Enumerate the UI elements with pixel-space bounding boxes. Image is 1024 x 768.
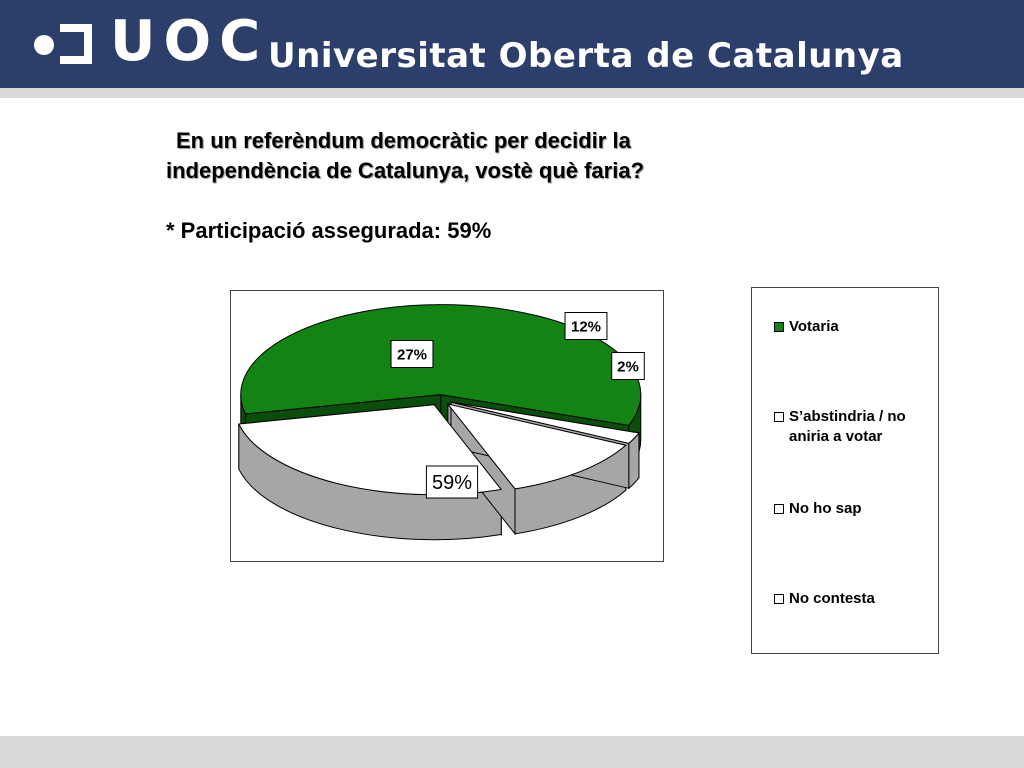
logo-text: UOC [110, 9, 269, 74]
question-line-2: independència de Catalunya, vostè què fa… [166, 158, 645, 183]
data-label-votaria: 59% [432, 472, 472, 494]
legend-label: S’abstindria / no aniria a votar [789, 408, 906, 445]
legend-item-votaria: Votaria [774, 317, 924, 337]
legend-label: No ho sap [789, 500, 862, 517]
header-stripe [0, 88, 1024, 98]
legend-label: Votaria [789, 318, 839, 335]
legend-swatch-abstindria [774, 412, 784, 422]
legend-item-abstindria: S’abstindria / no aniria a votar [774, 407, 924, 447]
data-label-no-contesta: 2% [617, 358, 639, 375]
footer-bar [0, 736, 1024, 768]
legend-swatch-votaria [774, 322, 784, 332]
pie-slice-no-ho-sap [446, 403, 627, 490]
pie-chart: 59% 27% 12% 2% [238, 304, 645, 541]
pie-slice-no-contesta [450, 401, 640, 444]
participation-note: * Participació assegurada: 59% [166, 218, 492, 243]
chart-legend: Votaria S’abstindria / no aniria a votar… [751, 287, 939, 654]
data-label-box-no-ho-sap [564, 312, 608, 340]
header-bar: UOC Universitat Oberta de Catalunya [0, 0, 1024, 88]
legend-swatch-no-contesta [774, 594, 784, 604]
legend-label: No contesta [789, 590, 875, 607]
data-label-box-abstindria [390, 340, 434, 368]
institution-name: Universitat Oberta de Catalunya [268, 36, 904, 76]
uoc-logo-icon [34, 24, 92, 64]
data-label-abstindria: 27% [397, 346, 427, 363]
legend-item-no-contesta: No contesta [774, 589, 924, 609]
question-line-1: En un referèndum democràtic per decidir … [176, 128, 631, 153]
data-label-no-ho-sap: 12% [571, 318, 601, 335]
legend-swatch-no-ho-sap [774, 504, 784, 514]
data-label-box-votaria [425, 465, 479, 499]
legend-item-no-ho-sap: No ho sap [774, 499, 924, 519]
data-label-box-no-contesta [611, 352, 645, 380]
question-title: En un referèndum democràtic per decidir … [166, 126, 766, 186]
